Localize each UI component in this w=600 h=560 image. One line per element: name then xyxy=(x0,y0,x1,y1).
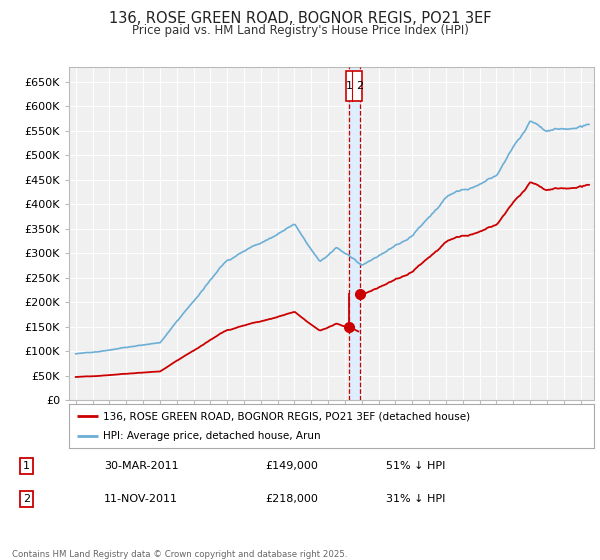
Text: £218,000: £218,000 xyxy=(265,494,319,504)
Text: 136, ROSE GREEN ROAD, BOGNOR REGIS, PO21 3EF: 136, ROSE GREEN ROAD, BOGNOR REGIS, PO21… xyxy=(109,11,491,26)
Text: 1: 1 xyxy=(346,81,353,91)
Text: 51% ↓ HPI: 51% ↓ HPI xyxy=(386,461,446,471)
Text: 1: 1 xyxy=(23,461,30,471)
FancyBboxPatch shape xyxy=(346,71,362,101)
Bar xyxy=(349,67,359,400)
Text: 2: 2 xyxy=(23,494,30,504)
Text: 2: 2 xyxy=(356,81,363,91)
Text: 31% ↓ HPI: 31% ↓ HPI xyxy=(386,494,446,504)
Text: £149,000: £149,000 xyxy=(265,461,319,471)
Text: 136, ROSE GREEN ROAD, BOGNOR REGIS, PO21 3EF (detached house): 136, ROSE GREEN ROAD, BOGNOR REGIS, PO21… xyxy=(103,411,470,421)
Text: Price paid vs. HM Land Registry's House Price Index (HPI): Price paid vs. HM Land Registry's House … xyxy=(131,24,469,36)
Text: 11-NOV-2011: 11-NOV-2011 xyxy=(104,494,178,504)
Text: HPI: Average price, detached house, Arun: HPI: Average price, detached house, Arun xyxy=(103,431,321,441)
Text: Contains HM Land Registry data © Crown copyright and database right 2025.
This d: Contains HM Land Registry data © Crown c… xyxy=(12,550,347,560)
Text: 30-MAR-2011: 30-MAR-2011 xyxy=(104,461,179,471)
